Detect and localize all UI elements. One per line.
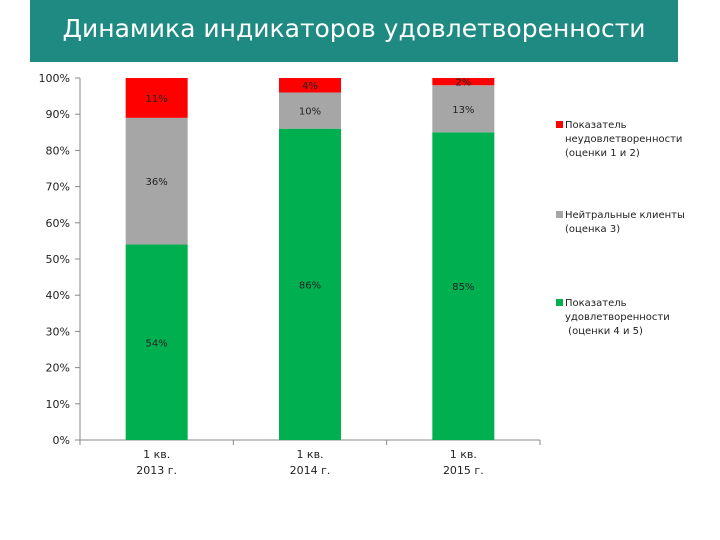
bar-segment [125,117,188,245]
chart-title: Динамика индикаторов удовлетворенности [62,14,646,43]
data-label: 36% [146,177,168,188]
data-label: 11% [146,94,168,105]
bar-segment [432,78,495,86]
data-label: 54% [146,338,168,349]
data-label: 4% [302,81,318,92]
x-tick-label: 1 кв. 2014 г. [290,448,331,477]
data-label: 85% [452,282,474,293]
legend-label: Показатель удовлетворенности (оценки 4 и … [565,298,670,337]
data-label: 86% [299,280,321,291]
y-tick-label: 80% [46,144,70,157]
x-tick-label: 1 кв. 2015 г. [443,448,484,477]
bar-segment [279,128,341,440]
y-tick-label: 60% [46,217,70,230]
legend-swatch [556,211,563,218]
y-tick-label: 70% [46,181,70,194]
legend-swatch [556,299,563,306]
y-tick-label: 0% [53,434,70,447]
bar-segment [432,85,495,133]
y-tick-label: 10% [46,398,70,411]
bar-segment [432,132,495,441]
legend-label: Показатель неудовлетворенности (оценки 1 и… [565,120,682,159]
data-label: 2% [455,78,471,89]
bar-segment [125,244,188,440]
data-label: 10% [299,107,321,118]
bar-segment [279,92,341,129]
legend-swatch [556,121,563,128]
x-tick-label: 1 кв. 2013 г. [136,448,177,477]
bar-segment [279,78,341,93]
y-tick-label: 50% [46,253,70,266]
y-tick-label: 90% [46,108,70,121]
y-tick-label: 20% [46,362,70,375]
legend-label: Нейтральные клиенты (оценка 3) [565,210,685,235]
y-tick-label: 100% [39,72,70,85]
data-label: 13% [452,105,474,116]
y-tick-label: 30% [46,325,70,338]
y-tick-label: 40% [46,289,70,302]
bar-segment [125,78,188,118]
title-bar: Динамика индикаторов удовлетворенности [30,0,678,62]
